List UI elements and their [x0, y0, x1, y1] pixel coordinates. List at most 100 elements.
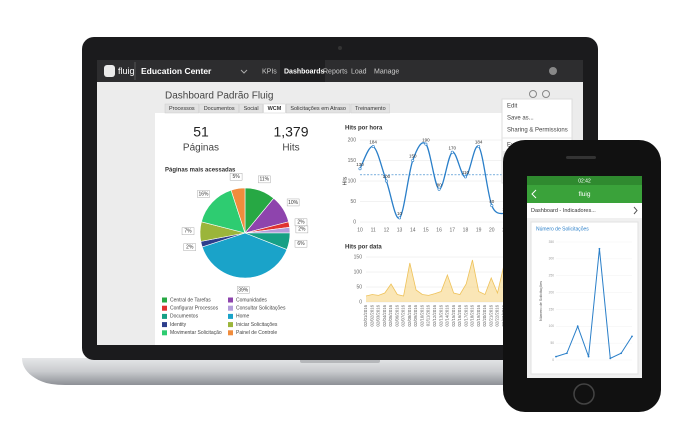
- tab[interactable]: Processos: [164, 103, 199, 114]
- page-title: Dashboard Padrão Fluig: [165, 91, 273, 102]
- legend-label: Documentos: [170, 314, 199, 320]
- x-tick-label: 15: [423, 227, 429, 233]
- x-tick-label: 02/01/2016: [363, 304, 368, 326]
- slice-label: 5%: [232, 174, 240, 180]
- slice-label: 11%: [259, 177, 269, 183]
- pie-slice: [201, 189, 246, 234]
- tab-label: Processos: [169, 106, 195, 112]
- tab[interactable]: Treinamento: [350, 103, 390, 114]
- dashboard-name: Dashboard - Indicadores...: [531, 208, 596, 214]
- app-name: fluig: [579, 191, 591, 198]
- nav-item[interactable]: KPIs: [262, 68, 277, 75]
- point-label: 10: [397, 211, 403, 216]
- point: [609, 357, 612, 360]
- slice-label: 16%: [198, 191, 209, 197]
- x-tick-label: 02/06/2016: [394, 304, 399, 326]
- point: [463, 175, 467, 179]
- y-tick-label: 0: [552, 358, 554, 362]
- status-bar: [527, 176, 642, 185]
- point: [490, 204, 494, 208]
- point-label: 184: [475, 140, 483, 145]
- stat-value: 1,379: [273, 124, 308, 140]
- tab-bg: [199, 103, 239, 114]
- pie-slice: [201, 232, 288, 279]
- point-label: 80: [437, 182, 443, 187]
- chart-title: Hits por hora: [345, 126, 383, 132]
- y-tick-label: 200: [348, 137, 357, 143]
- label-box: [183, 243, 196, 251]
- x-tick-label: 13: [397, 227, 403, 233]
- point: [555, 355, 557, 358]
- y-tick-label: 100: [354, 269, 363, 275]
- tab-bg: [239, 103, 263, 114]
- legend-label: Consultar Solicitações: [236, 306, 286, 312]
- y-tick-label: 150: [354, 254, 363, 260]
- back-arrow[interactable]: [531, 189, 537, 199]
- nav-item[interactable]: Load: [351, 68, 367, 75]
- dashboard-bar[interactable]: [527, 203, 642, 218]
- x-tick-label: 02/12/2016: [432, 304, 437, 326]
- tab[interactable]: Documentos: [199, 103, 239, 114]
- x-tick-label: 02/11/2016: [426, 304, 431, 326]
- home-button[interactable]: [573, 383, 595, 405]
- menu-item[interactable]: Edit: [507, 104, 518, 110]
- workspace: Education Center: [141, 66, 212, 76]
- x-tick-label: 02/08/2016: [407, 304, 412, 326]
- point: [411, 159, 415, 163]
- stat-label: Páginas: [183, 143, 219, 154]
- x-tick-label: 02/21/2016: [488, 304, 493, 326]
- tab-label: Social: [244, 106, 259, 112]
- tab[interactable]: WCM: [263, 103, 286, 114]
- legend-label: Configurar Processos: [170, 306, 219, 312]
- x-tick-label: 02/10/2016: [419, 304, 424, 326]
- legend-swatch: [228, 297, 233, 303]
- point-label: 170: [449, 145, 457, 150]
- y-tick-label: 0: [353, 219, 356, 225]
- print-icon[interactable]: [542, 90, 550, 98]
- area: [366, 260, 510, 302]
- x-tick-label: 19: [476, 227, 482, 233]
- edit-icon[interactable]: [529, 90, 537, 98]
- y-tick-label: 50: [550, 341, 554, 345]
- slice-label: 2%: [298, 227, 306, 233]
- legend-swatch: [162, 297, 167, 303]
- point-label: 100: [383, 174, 391, 179]
- legend-label: Identity: [170, 322, 187, 328]
- nav-item[interactable]: Dashboards: [284, 68, 325, 75]
- menu-item[interactable]: Save as...: [507, 116, 534, 122]
- y-tick-label: 300: [549, 257, 555, 261]
- y-tick-label: 50: [350, 199, 356, 205]
- legend-label: Iniciar Solicitações: [236, 322, 278, 328]
- point: [437, 187, 441, 191]
- slice-label: 7%: [184, 229, 192, 235]
- stat-value: 51: [193, 124, 209, 140]
- point: [620, 352, 623, 355]
- nav-item[interactable]: Reports: [323, 68, 348, 75]
- label-box: [197, 190, 210, 198]
- nav-bar: [97, 60, 583, 82]
- point: [587, 355, 590, 358]
- x-tick-label: 16: [436, 227, 442, 233]
- x-tick-label: 02/05/2016: [388, 304, 393, 326]
- point-label: 40: [489, 199, 495, 204]
- point: [358, 167, 362, 171]
- tab[interactable]: Solicitações em Atraso: [286, 103, 351, 114]
- x-tick-label: 17: [449, 227, 455, 233]
- point: [598, 247, 601, 250]
- tab-bg: [263, 103, 286, 114]
- tab[interactable]: Social: [239, 103, 263, 114]
- x-tick-label: 02/07/2016: [401, 304, 406, 326]
- x-tick-label: 02/02/2016: [369, 304, 374, 326]
- nav-icon[interactable]: [549, 67, 557, 75]
- nav-item[interactable]: Manage: [374, 68, 399, 75]
- point-label: 130: [356, 162, 364, 167]
- line: [359, 142, 506, 219]
- chevron: [633, 206, 638, 215]
- y-tick-label: 100: [348, 178, 357, 184]
- slice-label: 10%: [288, 200, 299, 206]
- point: [477, 145, 481, 149]
- x-tick-label: 02/15/2016: [451, 304, 456, 326]
- x-tick-label: 02/14/2016: [445, 304, 450, 326]
- y-tick-label: 150: [549, 307, 555, 311]
- menu-item[interactable]: Sharing & Permissions: [507, 128, 568, 134]
